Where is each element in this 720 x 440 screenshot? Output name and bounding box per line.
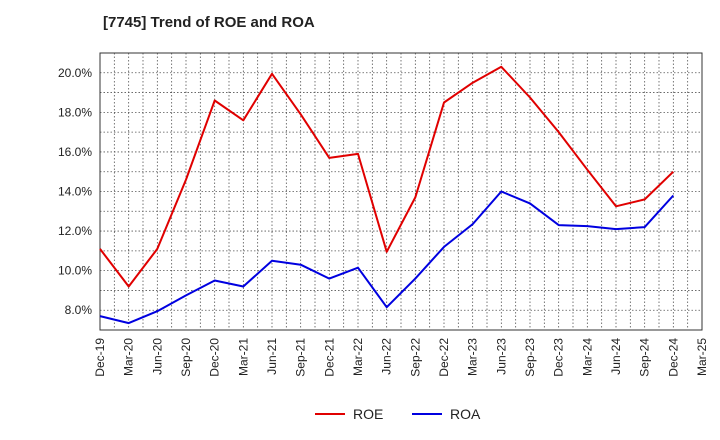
x-tick-label: Mar-24: [580, 338, 594, 376]
x-tick-label: Mar-23: [466, 338, 480, 376]
y-tick-label: 18.0%: [58, 105, 92, 119]
x-tick-label: Sep-21: [294, 338, 308, 377]
x-tick-label: Dec-20: [208, 338, 222, 377]
y-tick-label: 8.0%: [65, 303, 93, 317]
series-line-roe: [99, 65, 674, 288]
x-tick-label: Dec-23: [552, 338, 566, 377]
legend-label-roe: ROE: [353, 406, 383, 422]
x-tick-label: Jun-22: [380, 338, 394, 375]
x-tick-label: Jun-24: [609, 338, 623, 375]
x-tick-label: Mar-20: [122, 338, 136, 376]
x-tick-label: Jun-23: [494, 338, 508, 375]
y-tick-label: 16.0%: [58, 145, 92, 159]
x-tick-label: Sep-22: [408, 338, 422, 377]
y-tick-label: 14.0%: [58, 185, 92, 199]
series-line-roa: [99, 190, 675, 325]
plot-frame: [99, 52, 703, 331]
x-tick-label: Mar-22: [351, 338, 365, 376]
x-tick-label: Dec-24: [666, 338, 680, 377]
y-tick-label: 12.0%: [58, 224, 92, 238]
x-tick-label: Sep-24: [638, 338, 652, 377]
y-tick-label: 20.0%: [58, 66, 92, 80]
x-tick-label: Mar-21: [236, 338, 250, 376]
x-tick-label: Jun-20: [150, 338, 164, 375]
x-tick-label: Mar-25: [695, 338, 709, 376]
x-tick-label: Jun-21: [265, 338, 279, 375]
x-tick-label: Sep-23: [523, 338, 537, 377]
x-tick-label: Sep-20: [179, 338, 193, 377]
x-tick-label: Dec-21: [322, 338, 336, 377]
legend-label-roa: ROA: [450, 406, 481, 422]
x-tick-label: Dec-19: [93, 338, 107, 377]
y-tick-label: 10.0%: [58, 264, 92, 278]
chart-title: [7745] Trend of ROE and ROA: [103, 14, 315, 31]
x-tick-label: Dec-22: [437, 338, 451, 377]
